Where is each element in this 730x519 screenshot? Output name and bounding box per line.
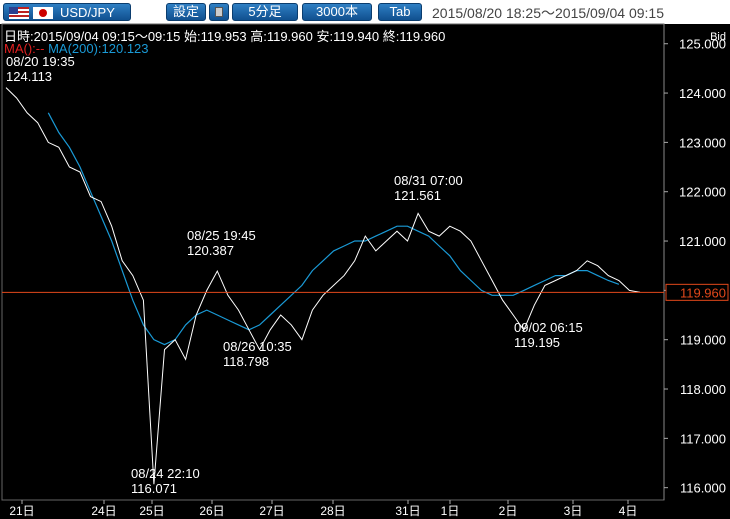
y-tick-label: 117.000 <box>680 431 726 446</box>
annotation-time: 08/24 22:10 <box>131 466 200 481</box>
annotation-time: 08/31 07:00 <box>394 173 463 188</box>
current-price-label: 119.960 <box>680 285 726 300</box>
y-tick-label: 124.000 <box>679 86 726 101</box>
y-tick-label: 123.000 <box>679 135 726 150</box>
calculator-button[interactable] <box>209 3 229 21</box>
y-tick-label: 119.000 <box>680 333 726 348</box>
annotation-price: 120.387 <box>187 243 234 258</box>
period-button[interactable]: 5分足 <box>232 3 298 21</box>
annotation-time: 08/26 10:35 <box>223 339 292 354</box>
date-range: 2015/08/20 18:25～2015/09/04 09:15 <box>432 5 664 21</box>
x-tick-label: 27日 <box>259 504 284 518</box>
annotation-time: 09/02 06:15 <box>514 320 583 335</box>
tab-button[interactable]: Tab <box>378 3 422 21</box>
x-tick-label: 2日 <box>499 504 518 518</box>
y-tick-label: 116.000 <box>680 481 726 496</box>
currency-pair-button[interactable]: USD/JPY <box>3 3 131 21</box>
ma-200-line <box>47 112 620 346</box>
toolbar: USD/JPY 設定 5分足 3000本 Tab 2015/08/20 18:2… <box>0 0 730 24</box>
annotation-price: 116.071 <box>131 481 177 496</box>
price-axis-label: Bid <box>710 31 726 43</box>
settings-button[interactable]: 設定 <box>166 3 206 21</box>
y-tick-label: 118.000 <box>680 382 726 397</box>
x-tick-label: 1日 <box>441 504 460 518</box>
y-tick-label: 122.000 <box>679 185 726 200</box>
x-tick-label: 31日 <box>395 504 420 518</box>
x-tick-label: 3日 <box>564 504 583 518</box>
ma-long-label: MA(200):120.123 <box>48 41 149 56</box>
ohlc-info: 日時:2015/09/04 09:15～09:15 始:119.953 高:11… <box>4 29 446 44</box>
x-tick-label: 4日 <box>619 504 638 518</box>
annotation-time: 08/25 19:45 <box>187 228 256 243</box>
calculator-icon <box>215 7 223 17</box>
x-tick-label: 25日 <box>139 504 164 518</box>
annotation-price: 121.561 <box>394 188 441 203</box>
annotation-time: 08/20 19:35 <box>6 54 75 69</box>
y-tick-label: 121.000 <box>679 234 726 249</box>
moving-average-legend: MA():-- MA(200):120.123 <box>4 41 149 56</box>
us-flag-icon <box>9 7 29 19</box>
current-price-box <box>665 283 729 301</box>
currency-pair-label: USD/JPY <box>60 5 115 20</box>
x-tick-label: 24日 <box>91 504 116 518</box>
japan-flag-icon <box>33 7 53 19</box>
x-tick-label: 21日 <box>9 504 34 518</box>
annotation-price: 119.195 <box>514 335 560 350</box>
annotation-price: 124.113 <box>6 69 52 84</box>
plot-frame <box>1 23 665 501</box>
ma-short-label: MA():-- <box>4 41 45 56</box>
x-tick-label: 26日 <box>199 504 224 518</box>
x-tick-label: 28日 <box>320 504 345 518</box>
bar-count-button[interactable]: 3000本 <box>302 3 372 21</box>
y-tick-label: 125.000 <box>679 37 726 52</box>
price-line <box>5 87 641 485</box>
annotation-price: 118.798 <box>223 354 269 369</box>
